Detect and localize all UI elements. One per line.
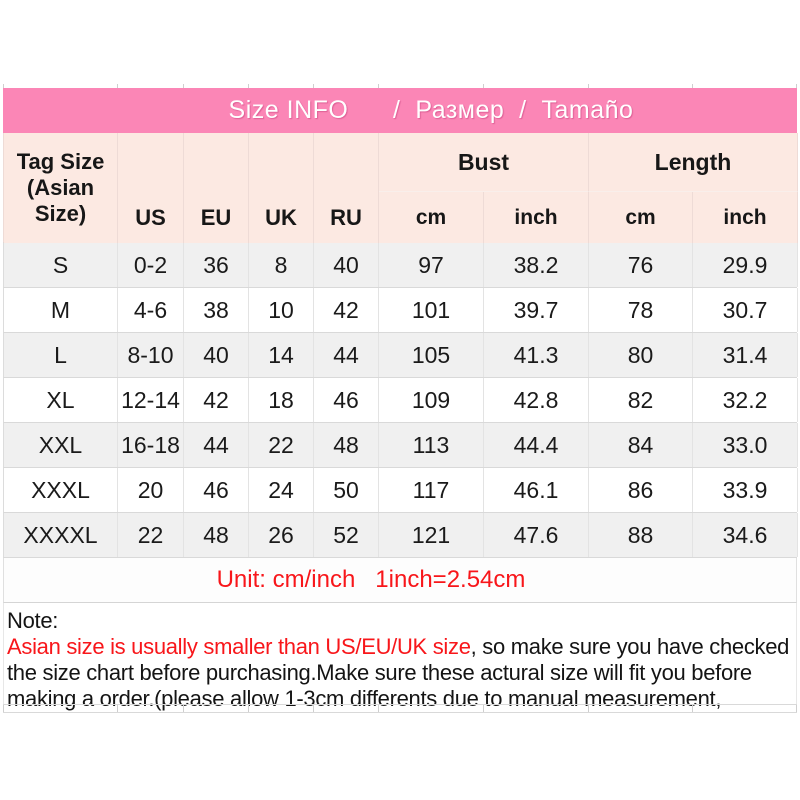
note-line-1: Asian size is usually smaller than US/EU… xyxy=(7,634,792,660)
cell-length-cm: 84 xyxy=(589,423,693,467)
cell-size: XXXL xyxy=(4,468,118,512)
table-row-xl: XL 12-14 42 18 46 109 42.8 82 32.2 xyxy=(3,378,798,423)
cell-uk: 10 xyxy=(249,288,314,332)
cell-length-inch: 33.0 xyxy=(693,423,798,467)
header-length: Length xyxy=(589,133,798,192)
cell-eu: 42 xyxy=(184,378,249,422)
cell-ru: 50 xyxy=(314,468,379,512)
cell-length-inch: 34.6 xyxy=(693,513,798,557)
cell-size: M xyxy=(4,288,118,332)
cell-ru: 42 xyxy=(314,288,379,332)
cell-uk: 18 xyxy=(249,378,314,422)
cell-length-inch: 29.9 xyxy=(693,243,798,287)
spreadsheet-gridline-ticks-bottom xyxy=(3,704,797,713)
header-uk: UK xyxy=(249,133,314,243)
cell-size: XXL xyxy=(4,423,118,467)
cell-bust-cm: 121 xyxy=(379,513,484,557)
note-section: Note: Asian size is usually smaller than… xyxy=(3,603,797,711)
cell-bust-inch: 47.6 xyxy=(484,513,589,557)
cell-eu: 40 xyxy=(184,333,249,377)
cell-bust-cm: 113 xyxy=(379,423,484,467)
cell-eu: 44 xyxy=(184,423,249,467)
header-bust-inch: inch xyxy=(484,192,589,243)
cell-bust-inch: 44.4 xyxy=(484,423,589,467)
header-us: US xyxy=(118,133,184,243)
cell-eu: 38 xyxy=(184,288,249,332)
table-row-s: S 0-2 36 8 40 97 38.2 76 29.9 xyxy=(3,243,798,288)
cell-bust-inch: 41.3 xyxy=(484,333,589,377)
cell-us: 0-2 xyxy=(118,243,184,287)
cell-uk: 22 xyxy=(249,423,314,467)
cell-bust-cm: 105 xyxy=(379,333,484,377)
cell-length-cm: 80 xyxy=(589,333,693,377)
header-length-cm: cm xyxy=(589,192,693,243)
unit-note-text: Unit: cm/inch 1inch=2.54cm xyxy=(216,566,526,593)
cell-length-cm: 76 xyxy=(589,243,693,287)
cell-uk: 8 xyxy=(249,243,314,287)
cell-uk: 24 xyxy=(249,468,314,512)
cell-us: 8-10 xyxy=(118,333,184,377)
cell-uk: 26 xyxy=(249,513,314,557)
cell-length-cm: 82 xyxy=(589,378,693,422)
note-highlight-red: Asian size is usually smaller than US/EU… xyxy=(7,634,471,659)
cell-bust-inch: 42.8 xyxy=(484,378,589,422)
cell-us: 12-14 xyxy=(118,378,184,422)
cell-length-inch: 32.2 xyxy=(693,378,798,422)
cell-length-inch: 30.7 xyxy=(693,288,798,332)
cell-bust-cm: 101 xyxy=(379,288,484,332)
cell-ru: 40 xyxy=(314,243,379,287)
cell-eu: 46 xyxy=(184,468,249,512)
cell-size: XXXXL xyxy=(4,513,118,557)
cell-bust-cm: 109 xyxy=(379,378,484,422)
cell-length-cm: 86 xyxy=(589,468,693,512)
cell-us: 4-6 xyxy=(118,288,184,332)
cell-length-inch: 31.4 xyxy=(693,333,798,377)
cell-bust-inch: 39.7 xyxy=(484,288,589,332)
unit-note-row: Unit: cm/inch 1inch=2.54cm xyxy=(3,558,797,603)
table-row-xxxl: XXXL 20 46 24 50 117 46.1 86 33.9 xyxy=(3,468,798,513)
cell-uk: 14 xyxy=(249,333,314,377)
cell-eu: 48 xyxy=(184,513,249,557)
page-title: Size INFO / Размер / Tamaño xyxy=(228,96,634,124)
note-line-2: the size chart before purchasing.Make su… xyxy=(7,660,752,685)
table-row-xxl: XXL 16-18 44 22 48 113 44.4 84 33.0 xyxy=(3,423,798,468)
table-row-l: L 8-10 40 14 44 105 41.3 80 31.4 xyxy=(3,333,798,378)
cell-size: XL xyxy=(4,378,118,422)
cell-ru: 52 xyxy=(314,513,379,557)
cell-us: 16-18 xyxy=(118,423,184,467)
cell-bust-cm: 117 xyxy=(379,468,484,512)
spreadsheet-gridline-ticks-top xyxy=(3,84,797,88)
size-table-body: S 0-2 36 8 40 97 38.2 76 29.9 M 4-6 38 1… xyxy=(3,243,798,558)
header-ru: RU xyxy=(314,133,379,243)
header-eu: EU xyxy=(184,133,249,243)
cell-length-inch: 33.9 xyxy=(693,468,798,512)
note-label: Note: xyxy=(7,608,59,633)
cell-size: S xyxy=(4,243,118,287)
table-row-xxxxl: XXXXL 22 48 26 52 121 47.6 88 34.6 xyxy=(3,513,798,558)
cell-bust-cm: 97 xyxy=(379,243,484,287)
note-line-1-rest: , so make sure you have checked xyxy=(470,634,790,659)
header-bust-cm: cm xyxy=(379,192,484,243)
cell-size: L xyxy=(4,333,118,377)
table-row-m: M 4-6 38 10 42 101 39.7 78 30.7 xyxy=(3,288,798,333)
cell-us: 20 xyxy=(118,468,184,512)
cell-length-cm: 78 xyxy=(589,288,693,332)
title-bar: Size INFO / Размер / Tamaño xyxy=(3,88,797,133)
cell-us: 22 xyxy=(118,513,184,557)
cell-eu: 36 xyxy=(184,243,249,287)
header-bust: Bust xyxy=(379,133,589,192)
cell-bust-inch: 38.2 xyxy=(484,243,589,287)
cell-ru: 44 xyxy=(314,333,379,377)
cell-ru: 46 xyxy=(314,378,379,422)
table-header: Tag Size (Asian Size) US EU UK RU Bust L… xyxy=(3,133,798,243)
header-length-inch: inch xyxy=(693,192,798,243)
header-tag-size: Tag Size (Asian Size) xyxy=(4,133,118,243)
cell-length-cm: 88 xyxy=(589,513,693,557)
cell-bust-inch: 46.1 xyxy=(484,468,589,512)
cell-ru: 48 xyxy=(314,423,379,467)
